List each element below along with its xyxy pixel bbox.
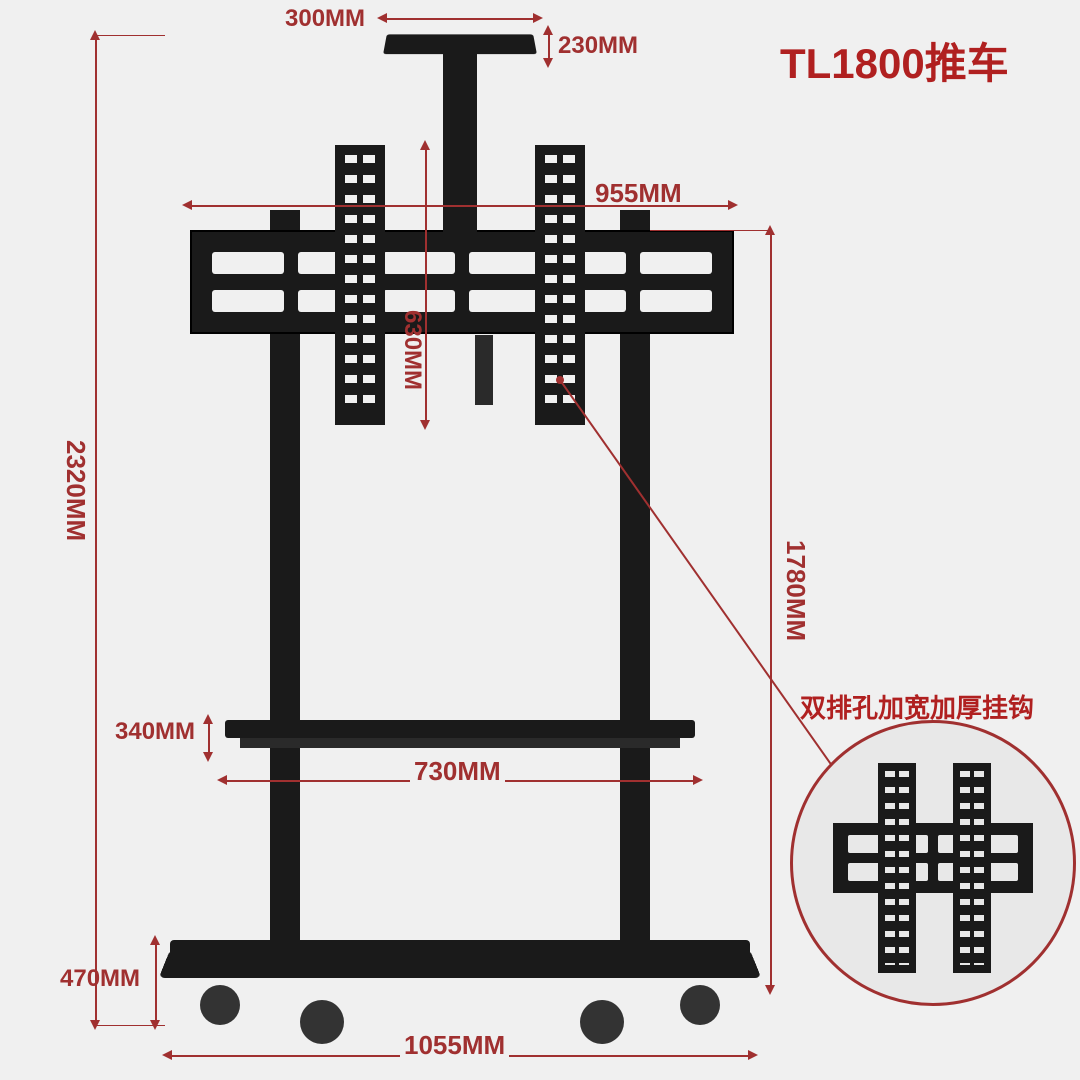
vesa-bracket-right <box>535 145 585 425</box>
dim-1780-label: 1780MM <box>780 540 811 641</box>
cable-box <box>475 335 493 405</box>
dim-shelf-h-label: 340MM <box>115 718 195 746</box>
caster <box>200 985 240 1025</box>
dim-base-depth <box>155 940 157 1025</box>
dim-mount-to-base <box>770 230 772 990</box>
shelf-under <box>240 738 680 748</box>
mount-bar <box>190 230 734 334</box>
detail-caption: 双排孔加宽加厚挂钩 <box>800 688 1034 725</box>
dim-base-depth-label: 470MM <box>60 965 140 993</box>
dim-total-height-label: 2320MM <box>60 440 91 541</box>
top-tray <box>383 34 537 54</box>
dim-base-w-label: 1055MM <box>400 1030 509 1061</box>
dim-mount-w-label: 955MM <box>595 178 682 209</box>
caster <box>580 1000 624 1044</box>
dim-tray-w <box>385 18 535 20</box>
center-pole <box>443 40 477 240</box>
dim-total-height <box>95 35 97 1025</box>
vesa-bracket-left <box>335 145 385 425</box>
dim-shelf-w-label: 730MM <box>410 756 505 787</box>
caster <box>680 985 720 1025</box>
dim-bracket-h-label: 630MM <box>398 310 426 390</box>
caster <box>300 1000 344 1044</box>
dim-shelf-h <box>208 720 210 756</box>
shelf <box>225 720 695 738</box>
base-plate-top <box>170 940 750 960</box>
dim-tray-d-label: 230MM <box>558 32 638 60</box>
diagram-root: TL1800推车 <box>0 0 1080 1080</box>
detail-view <box>790 720 1076 1006</box>
dim-tray-w-label: 300MM <box>285 5 365 33</box>
